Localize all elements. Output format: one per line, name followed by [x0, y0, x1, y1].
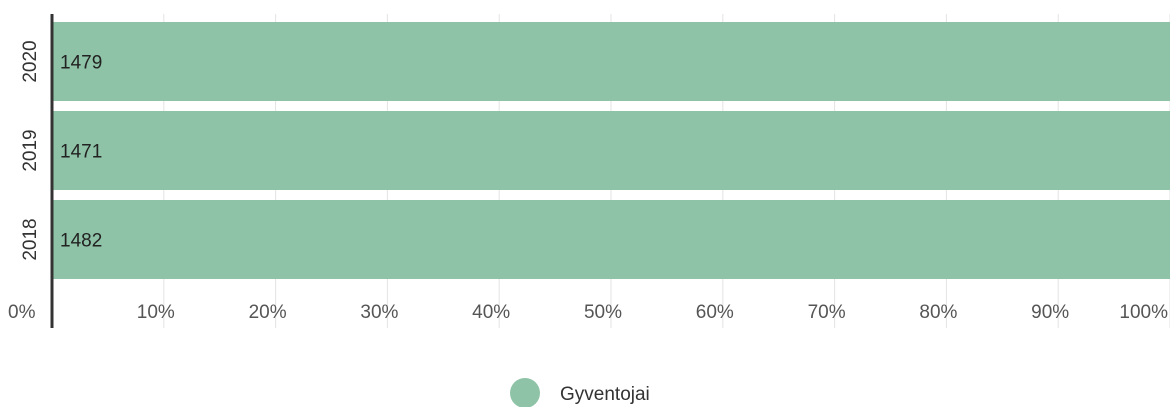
x-tick-label-20: 20%	[249, 302, 287, 323]
category-label-2020: 2020	[20, 40, 41, 82]
bar-2018	[52, 200, 1170, 279]
x-tick-label-90: 90%	[1031, 302, 1069, 323]
x-tick-label-70: 70%	[808, 302, 846, 323]
data-label-2019: 1471	[60, 142, 102, 163]
legend-label: Gyventojai	[560, 384, 650, 405]
x-tick-label-40: 40%	[472, 302, 510, 323]
bar-2019	[52, 111, 1170, 190]
x-tick-label-80: 80%	[919, 302, 957, 323]
x-tick-label-10: 10%	[137, 302, 175, 323]
axis: 0% 10% 20% 30% 40% 50% 60% 70% 80% 90% 100% 2020 201…	[8, 14, 1168, 328]
data-label-2020: 1479	[60, 53, 102, 74]
legend-swatch	[510, 378, 540, 407]
x-tick-label-0: 0%	[8, 302, 36, 323]
x-tick-label-100: 100%	[1119, 302, 1168, 323]
x-tick-label-60: 60%	[696, 302, 734, 323]
category-label-2018: 2018	[20, 218, 41, 260]
legend: Gyventojai	[510, 378, 650, 407]
bars: 1479 1471 1482	[52, 22, 1170, 279]
x-tick-label-50: 50%	[584, 302, 622, 323]
category-label-2019: 2019	[20, 129, 41, 171]
x-tick-label-30: 30%	[360, 302, 398, 323]
bar-2020	[52, 22, 1170, 101]
data-label-2018: 1482	[60, 231, 102, 252]
